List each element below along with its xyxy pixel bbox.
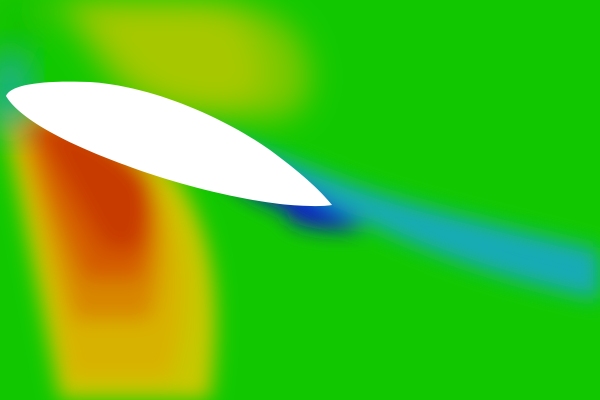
airfoil-shape [6,81,332,207]
upstream-contours [0,0,310,120]
